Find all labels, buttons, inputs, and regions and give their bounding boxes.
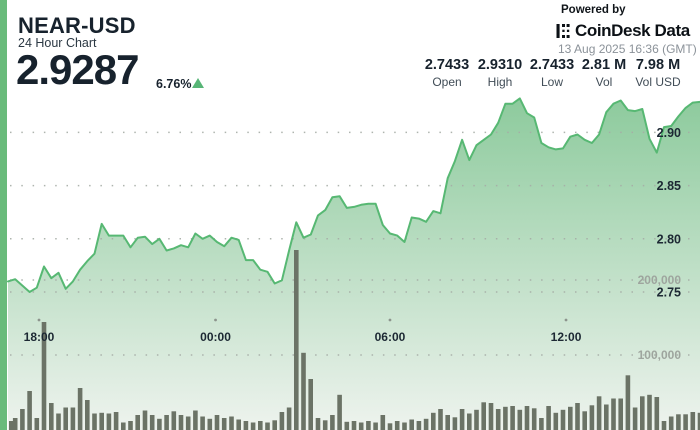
- stat-value: 2.7433: [529, 57, 575, 73]
- chart-subtitle: 24 Hour Chart: [18, 36, 97, 50]
- brand-logo: CoinDesk Data: [556, 21, 690, 41]
- powered-by-label: Powered by: [561, 4, 626, 16]
- change-percent: 6.76%: [156, 77, 192, 91]
- up-triangle-icon: [192, 78, 204, 88]
- svg-text:2.85: 2.85: [657, 179, 681, 193]
- stat-value: 2.7433: [424, 57, 470, 73]
- svg-text:2.80: 2.80: [657, 232, 681, 246]
- stat-label: Low: [540, 75, 564, 90]
- stat-high: 2.9310 High: [478, 57, 522, 92]
- coindesk-logo-icon: [556, 23, 572, 39]
- stat-vol: 2.81 M Vol: [582, 57, 626, 92]
- stat-label: High: [487, 75, 513, 90]
- stat-label: Open: [432, 75, 462, 90]
- stat-vol-usd: 7.98 M Vol USD: [635, 57, 680, 92]
- current-price: 2.9287: [16, 46, 139, 93]
- stat-label: Vol: [595, 75, 613, 90]
- svg-text:100,000: 100,000: [638, 348, 682, 362]
- stat-value: 2.9310: [477, 57, 523, 73]
- brand-name: CoinDesk Data: [575, 21, 690, 40]
- svg-text:00:00: 00:00: [200, 330, 231, 344]
- svg-text:200,000: 200,000: [638, 273, 682, 287]
- stat-label: Vol USD: [635, 75, 681, 90]
- svg-text:06:00: 06:00: [375, 330, 406, 344]
- svg-text:2.90: 2.90: [657, 126, 681, 140]
- stat-low: 2.7433 Low: [530, 57, 574, 92]
- stat-open: 2.7433 Open: [425, 57, 469, 92]
- stat-value: 2.81 M: [581, 57, 627, 73]
- svg-text:2.75: 2.75: [657, 286, 681, 300]
- svg-text:18:00: 18:00: [24, 330, 55, 344]
- stat-value: 7.98 M: [635, 57, 681, 73]
- symbol-title: NEAR-USD: [18, 13, 136, 38]
- svg-text:12:00: 12:00: [551, 330, 582, 344]
- timestamp: 13 Aug 2025 16:36 (GMT): [558, 42, 697, 56]
- left-accent-bar: [0, 0, 7, 430]
